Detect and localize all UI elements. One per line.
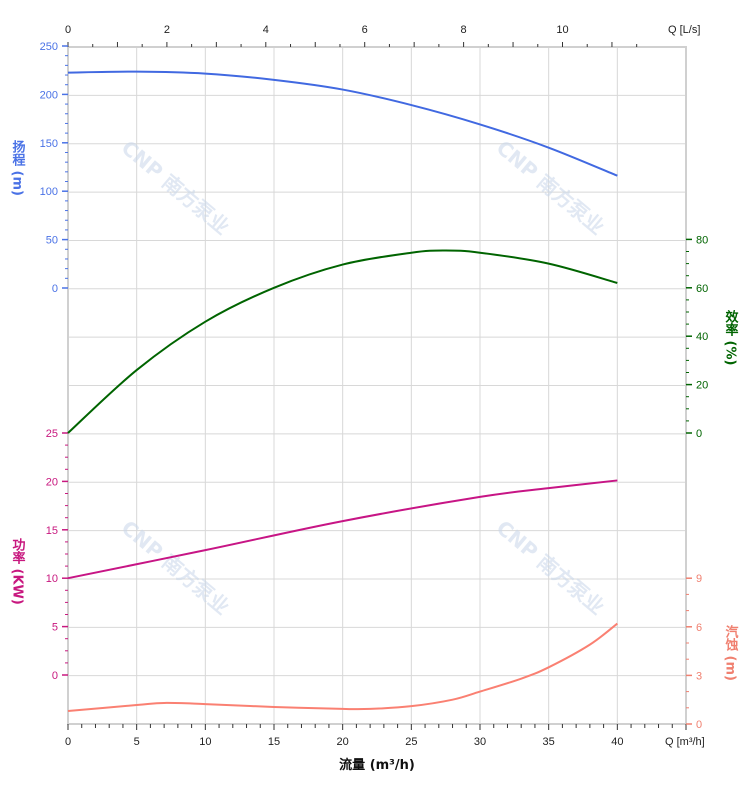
efficiency-tick-label: 0 (696, 428, 702, 440)
power-tick-label: 20 (46, 476, 58, 488)
power-tick-label: 5 (52, 622, 58, 634)
power-tick-label: 0 (52, 670, 58, 682)
power-tick-label: 25 (46, 428, 58, 440)
head-axis-title: 扬程 (m) (10, 139, 26, 196)
watermark-logo: CNP 南方泵业 (117, 135, 234, 239)
x-bottom-tick-label: 40 (611, 736, 623, 748)
x-bottom-tick-label: 10 (199, 736, 211, 748)
power-tick-label: 10 (46, 573, 58, 585)
efficiency-axis-title: 效率 (%) (723, 309, 739, 365)
x-bottom-tick-label: 35 (543, 736, 555, 748)
npsh-curve (67, 622, 618, 713)
efficiency-tick-label: 20 (696, 380, 708, 392)
x-bottom-tick-label: 0 (65, 736, 71, 748)
head-tick-label: 50 (46, 235, 58, 247)
head-tick-label: 150 (40, 138, 58, 150)
efficiency-tick-label: 60 (696, 283, 708, 295)
x-top-tick-label: 2 (164, 24, 170, 36)
npsh-tick-label: 3 (696, 670, 702, 682)
head-tick-label: 100 (40, 186, 58, 198)
x-axis-title: 流量 (m³/h) (339, 757, 415, 773)
head-curve (67, 70, 618, 177)
x-top-tick-label: 6 (362, 24, 368, 36)
x-bottom-tick-label: 5 (134, 736, 140, 748)
npsh-axis-title: 汽蚀 (m) (723, 624, 740, 681)
x-top-tick-label: 10 (556, 24, 568, 36)
curves (67, 70, 618, 713)
watermark-logo: CNP 南方泵业 (492, 135, 609, 239)
axes: 0 5 10 15 20 25 30 35 400 2 4 6 8 1005010015020025005… (40, 24, 709, 748)
efficiency-curve (67, 249, 618, 434)
head-tick-label: 250 (40, 41, 58, 53)
x-axis-bottom-unit: Q [m³/h] (665, 736, 705, 748)
grid (67, 46, 687, 725)
head-tick-label: 0 (52, 283, 58, 295)
head-tick-label: 200 (40, 89, 58, 101)
npsh-tick-label: 9 (696, 573, 702, 585)
npsh-tick-label: 0 (696, 719, 702, 731)
plot-frame (67, 46, 687, 725)
power-tick-label: 15 (46, 525, 58, 537)
x-bottom-tick-label: 30 (474, 736, 486, 748)
power-axis-title: 功率 (KW) (10, 538, 26, 605)
x-bottom-tick-label: 15 (268, 736, 280, 748)
efficiency-tick-label: 40 (696, 331, 708, 343)
x-bottom-tick-label: 25 (405, 736, 417, 748)
npsh-tick-label: 6 (696, 622, 702, 634)
efficiency-tick-label: 80 (696, 234, 708, 246)
x-top-tick-label: 8 (461, 24, 467, 36)
x-top-tick-label: 4 (263, 24, 269, 36)
x-axis-top-unit: Q [L/s] (668, 24, 700, 36)
x-bottom-tick-label: 20 (337, 736, 349, 748)
power-curve (67, 479, 618, 580)
x-top-tick-label: 0 (65, 24, 71, 36)
